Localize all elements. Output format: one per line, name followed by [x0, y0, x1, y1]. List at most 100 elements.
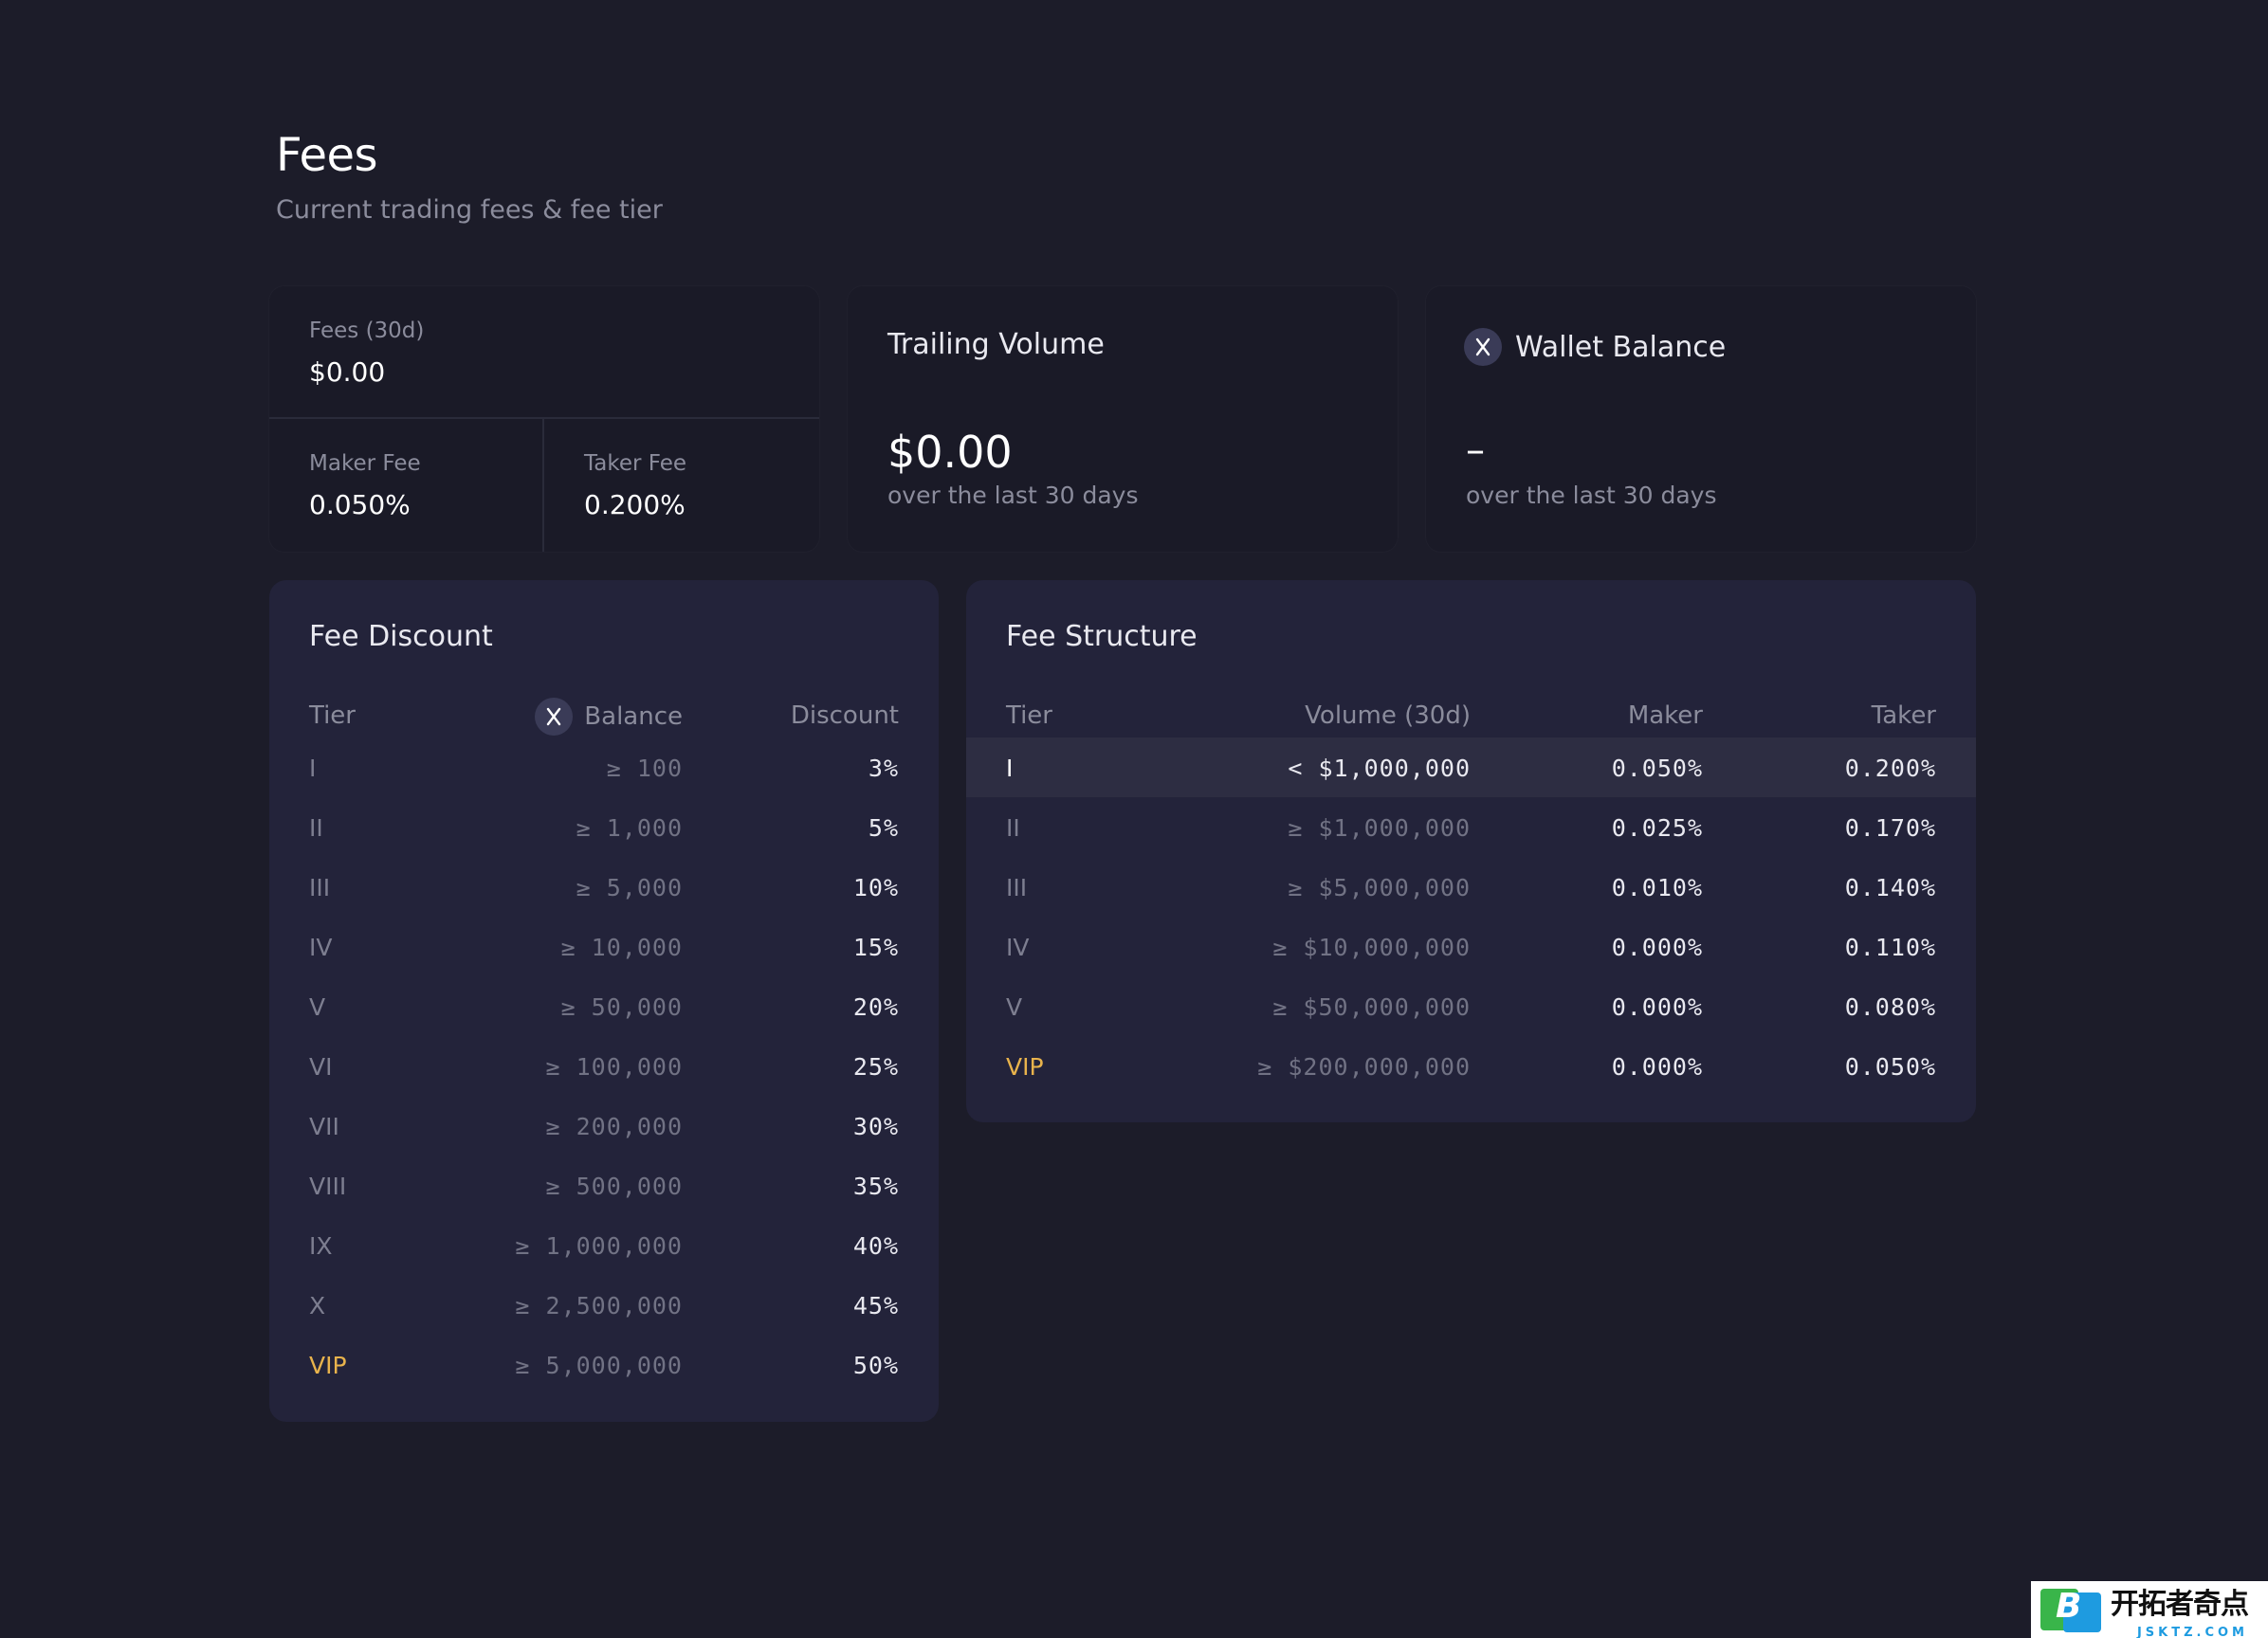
maker-cell: 0.050% [1611, 755, 1703, 782]
balance-cell: ≥ 1,000,000 [515, 1232, 683, 1260]
balance-cell: ≥ 5,000,000 [515, 1352, 683, 1379]
balance-cell: ≥ 10,000 [560, 934, 683, 961]
x-token-icon [535, 698, 574, 736]
maker-cell: 0.025% [1611, 814, 1703, 842]
table-row: III ≥ 5,000 10% [269, 857, 939, 917]
column-header-taker: Taker [1871, 701, 1936, 730]
taker-fee-label: Taker Fee [584, 451, 687, 476]
fee-discount-panel: Fee Discount Tier Balance Discount I ≥ 10… [269, 580, 939, 1422]
table-row: IV ≥ 10,000 15% [269, 917, 939, 976]
maker-fee-section: Maker Fee 0.050% [269, 419, 544, 552]
tier-cell: VI [309, 1053, 333, 1081]
discount-cell: 10% [852, 874, 899, 901]
tier-cell: III [1006, 874, 1028, 901]
table-row: X ≥ 2,500,000 45% [269, 1275, 939, 1335]
trailing-volume-subtitle: over the last 30 days [887, 482, 1139, 509]
discount-cell: 25% [852, 1053, 899, 1081]
discount-cell: 15% [852, 934, 899, 961]
maker-cell: 0.000% [1611, 993, 1703, 1021]
tier-cell: I [1006, 755, 1014, 782]
column-header-balance-label: Balance [584, 702, 683, 731]
balance-cell: ≥ 2,500,000 [515, 1292, 683, 1320]
maker-cell: 0.010% [1611, 874, 1703, 901]
wallet-balance-value: – [1466, 428, 1485, 472]
column-header-volume: Volume (30d) [1305, 701, 1471, 730]
column-header-maker: Maker [1627, 701, 1703, 730]
page-title: Fees [276, 129, 378, 182]
trailing-volume-value: $0.00 [887, 427, 1013, 478]
fees-30d-label: Fees (30d) [309, 318, 425, 343]
tier-cell: VII [309, 1113, 339, 1140]
table-row: V ≥ $50,000,000 0.000% 0.080% [966, 976, 1976, 1036]
taker-cell: 0.200% [1844, 755, 1936, 782]
tier-cell: IV [309, 934, 333, 961]
discount-cell: 35% [852, 1173, 899, 1200]
tier-cell: II [1006, 814, 1020, 842]
tier-cell: V [309, 993, 326, 1021]
fees-30d-value: $0.00 [309, 356, 386, 388]
wallet-balance-header: Wallet Balance [1464, 328, 1726, 366]
wallet-balance-card: Wallet Balance – over the last 30 days [1426, 286, 1976, 552]
volume-cell: ≥ $200,000,000 [1257, 1053, 1471, 1081]
taker-cell: 0.080% [1844, 993, 1936, 1021]
watermark-logo: B 开拓者奇点 JSKTZ.COM [2031, 1581, 2268, 1638]
fee-discount-title: Fee Discount [309, 620, 493, 653]
column-header-discount: Discount [790, 701, 899, 730]
tier-cell: VIP [309, 1352, 347, 1379]
balance-cell: ≥ 1,000 [576, 814, 683, 842]
maker-fee-value: 0.050% [309, 489, 411, 520]
column-header-balance: Balance [535, 698, 683, 736]
balance-cell: ≥ 100 [606, 755, 683, 782]
wallet-balance-subtitle: over the last 30 days [1466, 482, 1717, 509]
fee-structure-panel: Fee Structure Tier Volume (30d) Maker Ta… [966, 580, 1976, 1122]
table-row: IX ≥ 1,000,000 40% [269, 1215, 939, 1275]
table-row: VIP ≥ $200,000,000 0.000% 0.050% [966, 1036, 1976, 1096]
volume-cell: ≥ $10,000,000 [1272, 934, 1471, 961]
balance-cell: ≥ 50,000 [560, 993, 683, 1021]
volume-cell: ≥ $50,000,000 [1272, 993, 1471, 1021]
fee-structure-title: Fee Structure [1006, 620, 1198, 653]
volume-cell: ≥ $1,000,000 [1288, 814, 1471, 842]
table-row: II ≥ $1,000,000 0.025% 0.170% [966, 797, 1976, 857]
balance-cell: ≥ 500,000 [545, 1173, 683, 1200]
tier-cell: VIP [1006, 1053, 1044, 1081]
tier-cell: I [309, 755, 317, 782]
balance-cell: ≥ 100,000 [545, 1053, 683, 1081]
column-header-tier: Tier [309, 701, 356, 730]
table-row: VIII ≥ 500,000 35% [269, 1156, 939, 1215]
x-token-icon [1464, 328, 1502, 366]
tier-cell: V [1006, 993, 1023, 1021]
fees-30d-section: Fees (30d) $0.00 [269, 286, 819, 419]
taker-cell: 0.050% [1844, 1053, 1936, 1081]
table-row: IV ≥ $10,000,000 0.000% 0.110% [966, 917, 1976, 976]
page-subtitle: Current trading fees & fee tier [276, 195, 663, 225]
fees-summary-card: Fees (30d) $0.00 Maker Fee 0.050% Taker … [269, 286, 819, 552]
table-row-current-tier: I < $1,000,000 0.050% 0.200% [966, 737, 1976, 797]
table-row: V ≥ 50,000 20% [269, 976, 939, 1036]
volume-cell: < $1,000,000 [1288, 755, 1471, 782]
maker-fee-label: Maker Fee [309, 451, 421, 476]
maker-cell: 0.000% [1611, 1053, 1703, 1081]
taker-fee-section: Taker Fee 0.200% [544, 419, 819, 552]
tier-cell: VIII [309, 1173, 347, 1200]
tier-cell: IX [309, 1232, 333, 1260]
fee-discount-table-header: Tier Balance Discount [269, 690, 939, 737]
volume-cell: ≥ $5,000,000 [1288, 874, 1471, 901]
tier-cell: II [309, 814, 323, 842]
balance-cell: ≥ 5,000 [576, 874, 683, 901]
trailing-volume-card: Trailing Volume $0.00 over the last 30 d… [848, 286, 1398, 552]
discount-cell: 50% [852, 1352, 899, 1379]
table-row: VI ≥ 100,000 25% [269, 1036, 939, 1096]
discount-cell: 45% [852, 1292, 899, 1320]
page-header: Fees Current trading fees & fee tier [276, 125, 663, 228]
wallet-balance-title: Wallet Balance [1515, 330, 1727, 364]
table-row: I ≥ 100 3% [269, 737, 939, 797]
fee-structure-table-header: Tier Volume (30d) Maker Taker [966, 690, 1976, 737]
taker-cell: 0.140% [1844, 874, 1936, 901]
taker-cell: 0.170% [1844, 814, 1936, 842]
watermark-icon: B [2040, 1585, 2103, 1634]
tier-cell: X [309, 1292, 326, 1320]
watermark-text: 开拓者奇点 [2111, 1587, 2249, 1621]
discount-cell: 5% [868, 814, 899, 842]
